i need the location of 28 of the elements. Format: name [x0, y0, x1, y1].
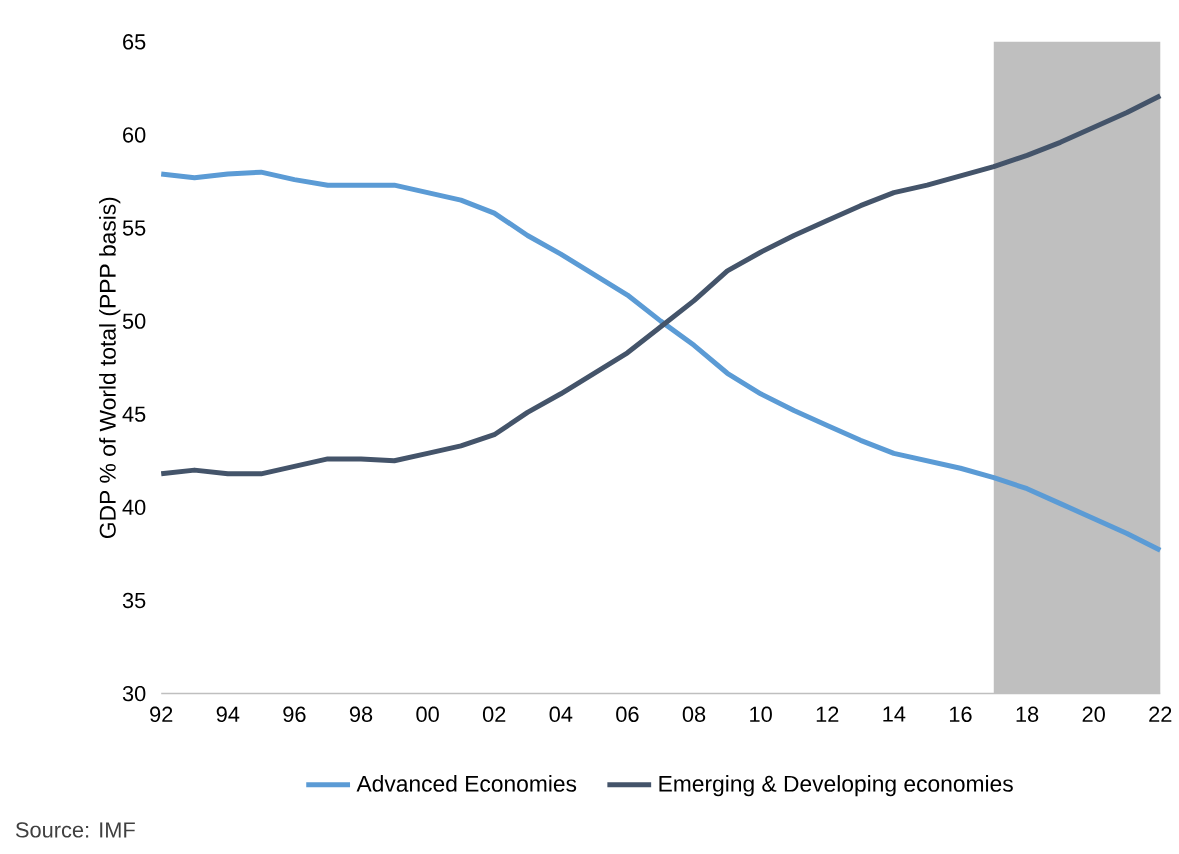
x-tick-label: 08: [682, 706, 706, 723]
y-tick-label: 35: [122, 592, 146, 609]
x-tick-label: 00: [416, 706, 439, 723]
x-tick-label: 96: [283, 706, 306, 723]
y-tick-label: 30: [122, 685, 146, 702]
y-tick-label: 60: [123, 127, 146, 143]
x-tick-label: 94: [216, 706, 240, 723]
x-tick-label: 10: [750, 706, 772, 723]
legend-label: Advanced Economies: [356, 775, 577, 792]
x-tick-label: 04: [549, 706, 573, 723]
x-tick-label: 16: [949, 706, 972, 723]
legend-label: Emerging & Developing economies: [659, 775, 1013, 797]
x-tick-label: 12: [816, 706, 839, 722]
x-tick-label: 92: [150, 706, 173, 723]
y-tick-label: 50: [122, 313, 146, 329]
y-tick-label: 55: [122, 220, 146, 236]
y-tick-label: 65: [123, 34, 146, 50]
source-note: Source: IMF: [15, 822, 135, 838]
x-tick-label: 20: [1082, 706, 1105, 723]
x-tick-label: 02: [482, 706, 506, 723]
x-tick-label: 22: [1149, 706, 1172, 722]
y-tick-label: 40: [122, 499, 146, 516]
y-axis-title: GDP % of World total (PPP basis): [99, 197, 121, 539]
x-tick-label: 98: [349, 706, 373, 723]
y-tick-label: 45: [122, 406, 146, 422]
x-tick-label: 06: [616, 706, 639, 723]
x-tick-label: 18: [1016, 706, 1039, 723]
x-tick-label: 14: [883, 706, 906, 722]
